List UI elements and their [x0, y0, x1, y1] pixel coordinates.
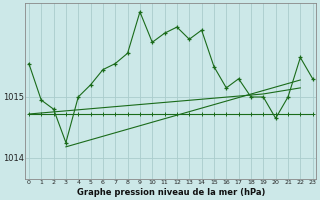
X-axis label: Graphe pression niveau de la mer (hPa): Graphe pression niveau de la mer (hPa)	[76, 188, 265, 197]
